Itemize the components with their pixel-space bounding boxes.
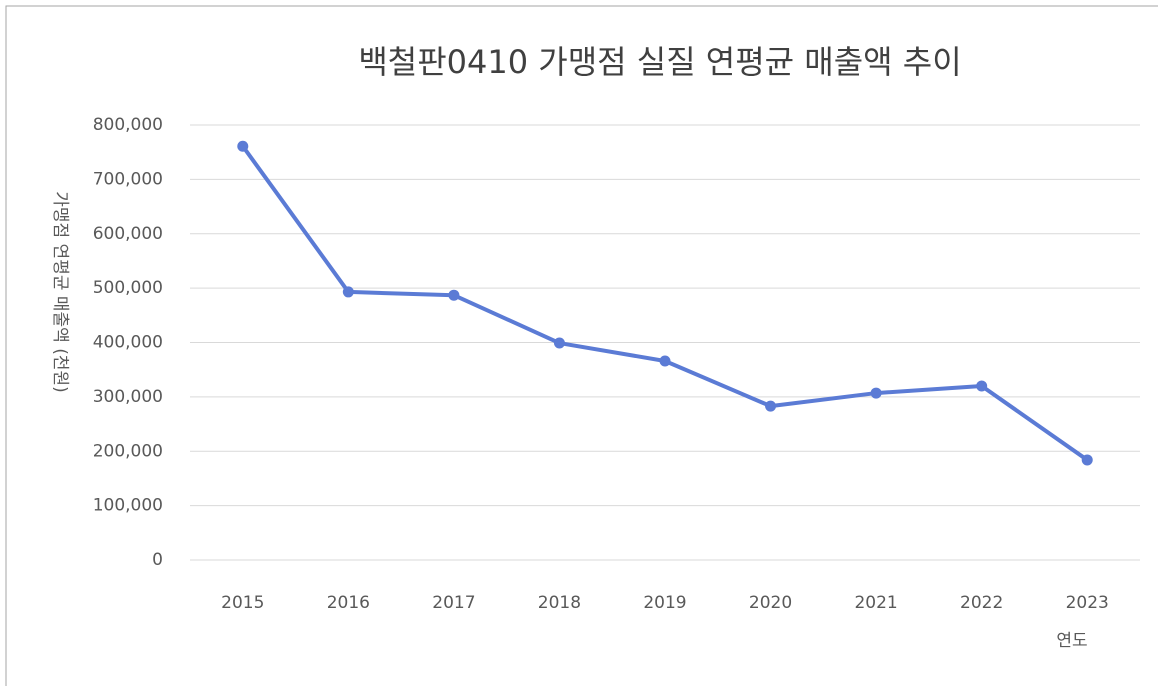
point <box>448 289 460 301</box>
point <box>659 355 671 367</box>
x-tick-label: 2022 <box>960 593 1003 613</box>
point <box>342 286 354 298</box>
y-tick-label: 200,000 <box>93 441 163 461</box>
y-tick-label: 300,000 <box>93 387 163 407</box>
chart-title: 백철판0410 가맹점 실질 연평균 매출액 추이 <box>358 43 961 81</box>
point <box>237 140 249 152</box>
point <box>765 400 777 412</box>
y-tick-label: 500,000 <box>93 278 163 298</box>
y-tick-label: 800,000 <box>93 115 163 135</box>
y-tick-label: 600,000 <box>93 224 163 244</box>
x-tick-label: 2021 <box>854 593 897 613</box>
y-tick-label: 400,000 <box>93 333 163 353</box>
x-tick-label: 2020 <box>749 593 792 613</box>
x-axis-title: 연도 <box>1056 631 1087 651</box>
point <box>553 337 565 349</box>
y-tick-label: 700,000 <box>93 169 163 189</box>
point <box>870 387 882 399</box>
x-tick-label: 2019 <box>643 593 686 613</box>
x-tick-label: 2023 <box>1066 593 1109 613</box>
point <box>976 380 988 392</box>
chart-border <box>5 5 1158 686</box>
y-axis-title: 가맹점 연평균 매출액 (천원) <box>50 191 70 393</box>
x-tick-label: 2015 <box>221 593 264 613</box>
x-tick-label: 2016 <box>327 593 370 613</box>
x-tick-label: 2017 <box>432 593 475 613</box>
line <box>241 145 1089 462</box>
y-tick-label: 100,000 <box>93 496 163 516</box>
x-tick-label: 2018 <box>538 593 581 613</box>
point <box>1081 454 1093 466</box>
y-tick-label: 0 <box>152 550 163 570</box>
